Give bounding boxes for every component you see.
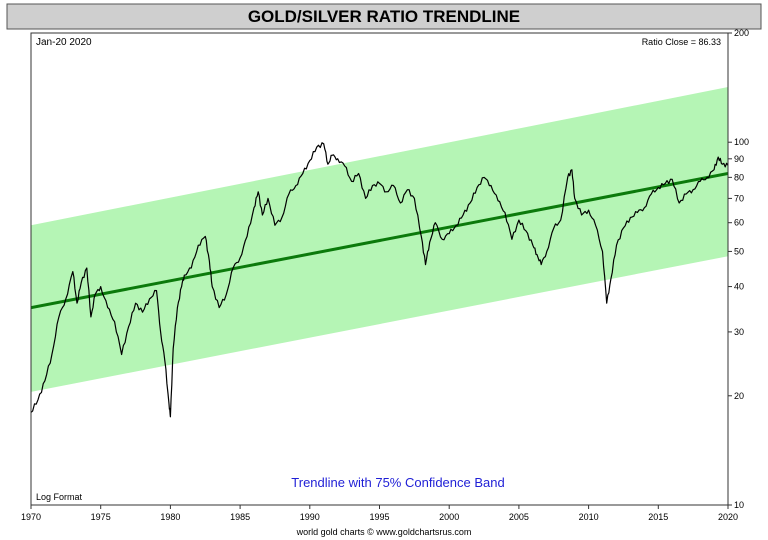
y-axis: 10 20 30 40 50 60 70 80 90 100 200 <box>728 28 749 510</box>
x-axis: 1970 1975 1980 1985 1990 1995 2000 2005 2010 2015… <box>21 505 738 522</box>
y-tick-label: 80 <box>734 172 744 182</box>
y-tick-label: 50 <box>734 246 744 256</box>
x-tick-label: 2005 <box>509 512 529 522</box>
y-tick-label: 200 <box>734 28 749 38</box>
y-tick-label: 40 <box>734 282 744 292</box>
x-tick-label: 1985 <box>230 512 250 522</box>
y-tick-label: 60 <box>734 218 744 228</box>
x-tick-label: 1975 <box>91 512 111 522</box>
x-tick-label: 2015 <box>648 512 668 522</box>
y-tick-label: 100 <box>734 137 749 147</box>
ratio-close-label: Ratio Close = 86.33 <box>642 37 721 47</box>
gold-silver-ratio-series <box>31 142 728 418</box>
y-tick-label: 20 <box>734 391 744 401</box>
y-tick-label: 90 <box>734 154 744 164</box>
band-annotation: Trendline with 75% Confidence Band <box>291 475 504 490</box>
x-tick-label: 2010 <box>579 512 599 522</box>
title-banner <box>6 3 762 30</box>
x-tick-label: 1990 <box>300 512 320 522</box>
trendline <box>31 172 728 310</box>
y-tick-label: 10 <box>734 500 744 510</box>
y-tick-label: 30 <box>734 327 744 337</box>
chart-title: GOLD/SILVER RATIO TRENDLINE <box>248 7 520 26</box>
y-tick-label: 70 <box>734 193 744 203</box>
footer-credit: world gold charts © www.goldchartsrus.co… <box>296 527 472 537</box>
x-tick-label: 1970 <box>21 512 41 522</box>
date-label: Jan-20 2020 <box>36 37 92 48</box>
x-tick-label: 2000 <box>439 512 459 522</box>
x-tick-label: 1995 <box>369 512 389 522</box>
x-tick-label: 1980 <box>160 512 180 522</box>
x-tick-label: 2020 <box>718 512 738 522</box>
log-format-label: Log Format <box>36 492 83 502</box>
